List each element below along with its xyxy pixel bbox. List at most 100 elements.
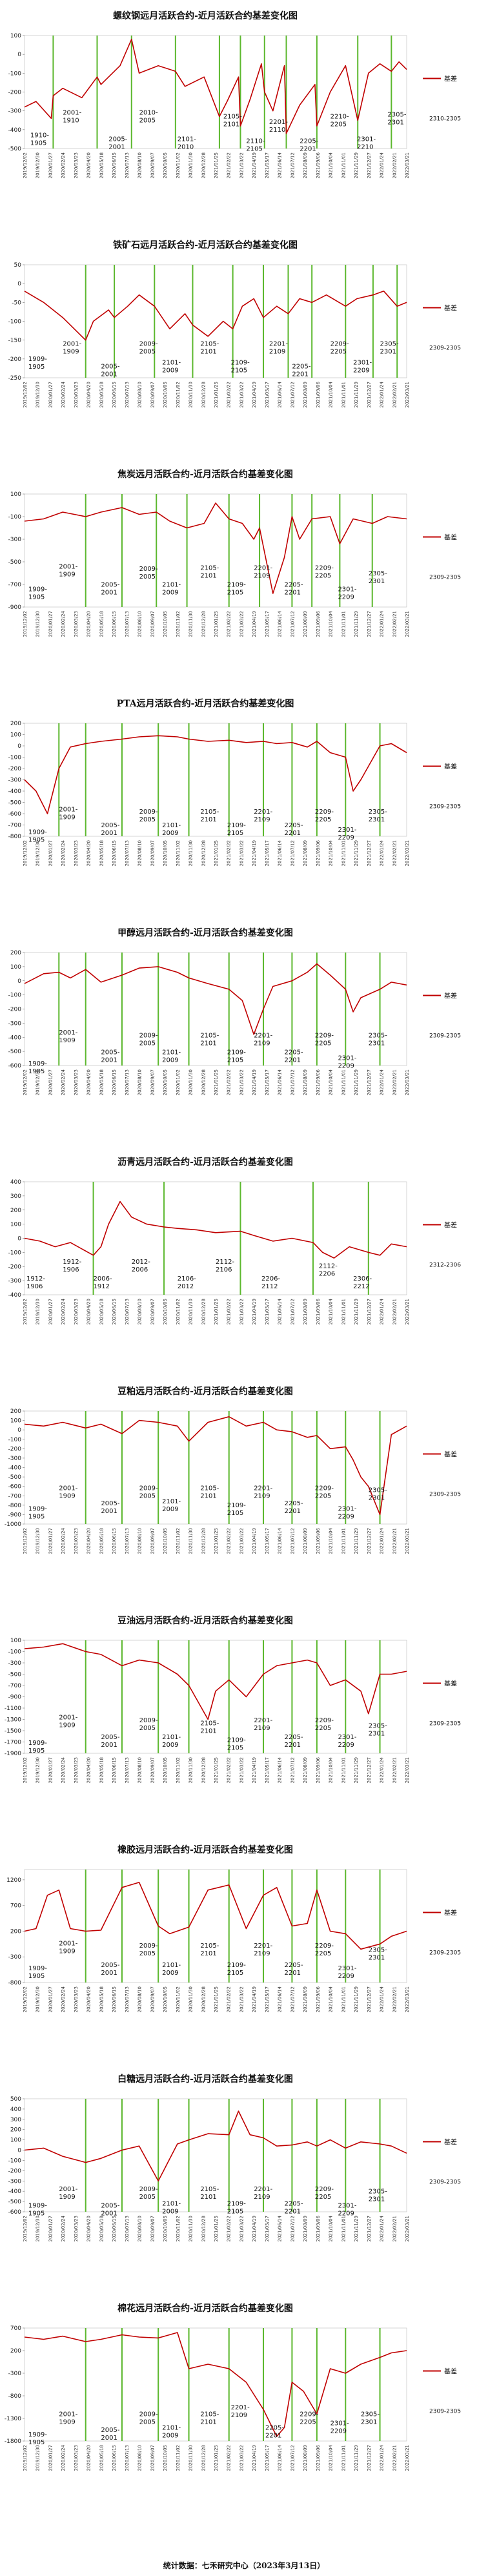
contract-pair-label: 2106-2012 xyxy=(178,1275,196,1290)
x-tick-label: 2020/10/05 xyxy=(163,2445,168,2471)
contract-pair-label: 2209-2205 xyxy=(315,1032,334,1047)
contract-pair-label: 2305-2301 xyxy=(369,1723,387,1738)
x-tick-label: 2019/12/30 xyxy=(36,1299,41,1324)
x-tick-label: 2021/11/01 xyxy=(341,1069,346,1095)
x-tick-label: 2021/02/22 xyxy=(227,382,232,407)
contract-pair-label: 2101-2009 xyxy=(162,1734,181,1749)
x-tick-label: 2020/05/18 xyxy=(99,1069,104,1095)
x-tick-label: 2021/08/09 xyxy=(303,840,308,866)
contract-pair-label: 2301-2210 xyxy=(357,136,376,150)
y-tick-label: -400 xyxy=(8,127,22,134)
x-tick-label: 2019/12/30 xyxy=(36,1757,41,1783)
contract-pair-label: 2105-2101 xyxy=(200,809,219,823)
x-tick-label: 2022/02/21 xyxy=(392,1299,397,1324)
x-tick-label: 2021/07/12 xyxy=(290,611,295,637)
plot-frame xyxy=(24,493,407,608)
plot-frame xyxy=(24,2327,407,2442)
contract-pair-label: 2009-2005 xyxy=(139,2186,158,2201)
x-tick-label: 2022/01/24 xyxy=(380,152,385,178)
x-tick-label: 2019/12/30 xyxy=(36,840,41,866)
series-line-basis xyxy=(24,1643,407,1720)
y-tick-label: -800 xyxy=(8,834,22,840)
chart-2: 铁矿石远月活跃合约-近月活跃合约基差变化图 50 0 -50 -100 -150 -200 -… xyxy=(8,240,462,407)
y-tick-label: 300 xyxy=(10,2117,21,2123)
contract-pair-label: 2205-2201 xyxy=(265,2425,284,2440)
x-tick-label: 2020/11/30 xyxy=(188,611,194,637)
contract-pair-label: 2109-2105 xyxy=(227,1737,246,1752)
x-tick-label: 2020/01/27 xyxy=(48,1757,53,1783)
plot-frame xyxy=(24,35,407,149)
x-tick-label: 2019/12/02 xyxy=(23,2445,28,2471)
y-tick-label: 200 xyxy=(10,721,21,727)
x-tick-label: 2020/10/05 xyxy=(163,382,168,407)
contract-pair-label: 2001-1909 xyxy=(59,564,77,579)
contract-pair-label: 2209-2205 xyxy=(315,1942,334,1957)
x-tick-label: 2021/01/25 xyxy=(214,152,219,178)
x-tick-label: 2020/12/28 xyxy=(201,1299,206,1324)
x-tick-label: 2021/07/12 xyxy=(290,152,295,178)
x-tick-label: 2020/07/13 xyxy=(125,382,130,407)
y-tick-label: -700 xyxy=(8,823,22,829)
x-tick-label: 2020/12/28 xyxy=(201,2216,206,2241)
x-tick-label: 2021/11/01 xyxy=(341,840,346,866)
x-tick-label: 2020/11/02 xyxy=(176,2216,181,2241)
y-tick-label: 0 xyxy=(17,281,21,287)
x-tick-label: 2020/03/23 xyxy=(74,840,79,866)
contract-pair-label: 2105-2101 xyxy=(200,2186,219,2201)
y-tick-label: 100 xyxy=(10,2138,21,2144)
x-tick-label: 2019/12/02 xyxy=(23,840,28,866)
x-tick-label: 2021/07/12 xyxy=(290,1986,295,2012)
x-tick-label: 2021/11/29 xyxy=(354,2445,359,2471)
y-tick-label: -150 xyxy=(8,338,22,344)
y-tick-label: 300 xyxy=(10,1193,21,1200)
series-line-basis xyxy=(24,2332,407,2437)
x-tick-label: 2020/02/24 xyxy=(61,1986,66,2012)
x-tick-label: 2021/12/27 xyxy=(367,611,372,637)
contract-pair-label: 1909-1905 xyxy=(28,829,47,844)
x-tick-label: 2021/04/19 xyxy=(252,382,257,407)
x-tick-label: 2021/05/17 xyxy=(265,840,270,866)
x-tick-label: 2019/12/02 xyxy=(23,611,28,637)
x-tick-label: 2021/12/27 xyxy=(367,1757,372,1783)
contract-pair-label: 2110-2105 xyxy=(246,138,265,152)
contract-pair-label: 2201-2109 xyxy=(254,2186,272,2201)
contract-pair-label: 2001-1909 xyxy=(59,2186,77,2201)
contract-pair-label: 2005-2001 xyxy=(101,1049,119,1064)
x-tick-label: 2021/12/27 xyxy=(367,1528,372,1554)
legend-label: 基差 xyxy=(444,1450,457,1459)
x-tick-label: 2020/10/05 xyxy=(163,152,168,178)
y-tick-label: 100 xyxy=(10,1222,21,1228)
contract-pair-label: 2101-2009 xyxy=(162,1049,181,1064)
contract-pair-label: 2206-2112 xyxy=(261,1275,280,1290)
x-tick-label: 2021/11/01 xyxy=(341,1299,346,1324)
x-tick-label: 2021/09/06 xyxy=(316,381,321,407)
y-tick-label: -600 xyxy=(8,811,22,818)
x-tick-label: 2020/09/07 xyxy=(150,1528,155,1554)
x-tick-label: 2020/02/24 xyxy=(61,610,66,637)
legend-label: 基差 xyxy=(444,1680,457,1688)
x-tick-label: 2020/11/30 xyxy=(188,382,194,407)
contract-pair-label: 2006-1912 xyxy=(94,1275,112,1290)
y-tick-label: -400 xyxy=(8,788,22,795)
x-tick-label: 2022/02/21 xyxy=(392,611,397,637)
contract-note: 2309-2305 xyxy=(429,1033,461,1039)
x-tick-label: 2021/09/06 xyxy=(316,1757,321,1783)
x-tick-label: 2020/04/20 xyxy=(86,382,92,407)
x-tick-label: 2021/01/25 xyxy=(214,2445,219,2471)
x-tick-label: 2021/03/22 xyxy=(239,611,244,637)
x-tick-label: 2020/06/15 xyxy=(112,1069,117,1095)
x-tick-label: 2020/02/24 xyxy=(61,840,66,866)
x-tick-label: 2020/07/13 xyxy=(125,1757,130,1783)
x-tick-label: 2020/03/23 xyxy=(74,1069,79,1095)
x-tick-label: 2020/11/02 xyxy=(176,1069,181,1095)
plot-frame xyxy=(24,264,407,378)
x-tick-label: 2021/10/04 xyxy=(329,1298,334,1324)
y-tick-label: -900 xyxy=(8,604,22,611)
x-tick-label: 2021/09/06 xyxy=(316,610,321,637)
y-tick-label: 0 xyxy=(17,743,21,750)
x-tick-label: 2022/03/21 xyxy=(405,1299,410,1324)
x-tick-label: 2019/12/30 xyxy=(36,2216,41,2241)
contract-pair-label: 2301-2209 xyxy=(338,1055,356,1069)
contract-pair-label: 2210-2205 xyxy=(330,113,349,128)
contract-pair-label: 2105-2101 xyxy=(200,340,219,355)
